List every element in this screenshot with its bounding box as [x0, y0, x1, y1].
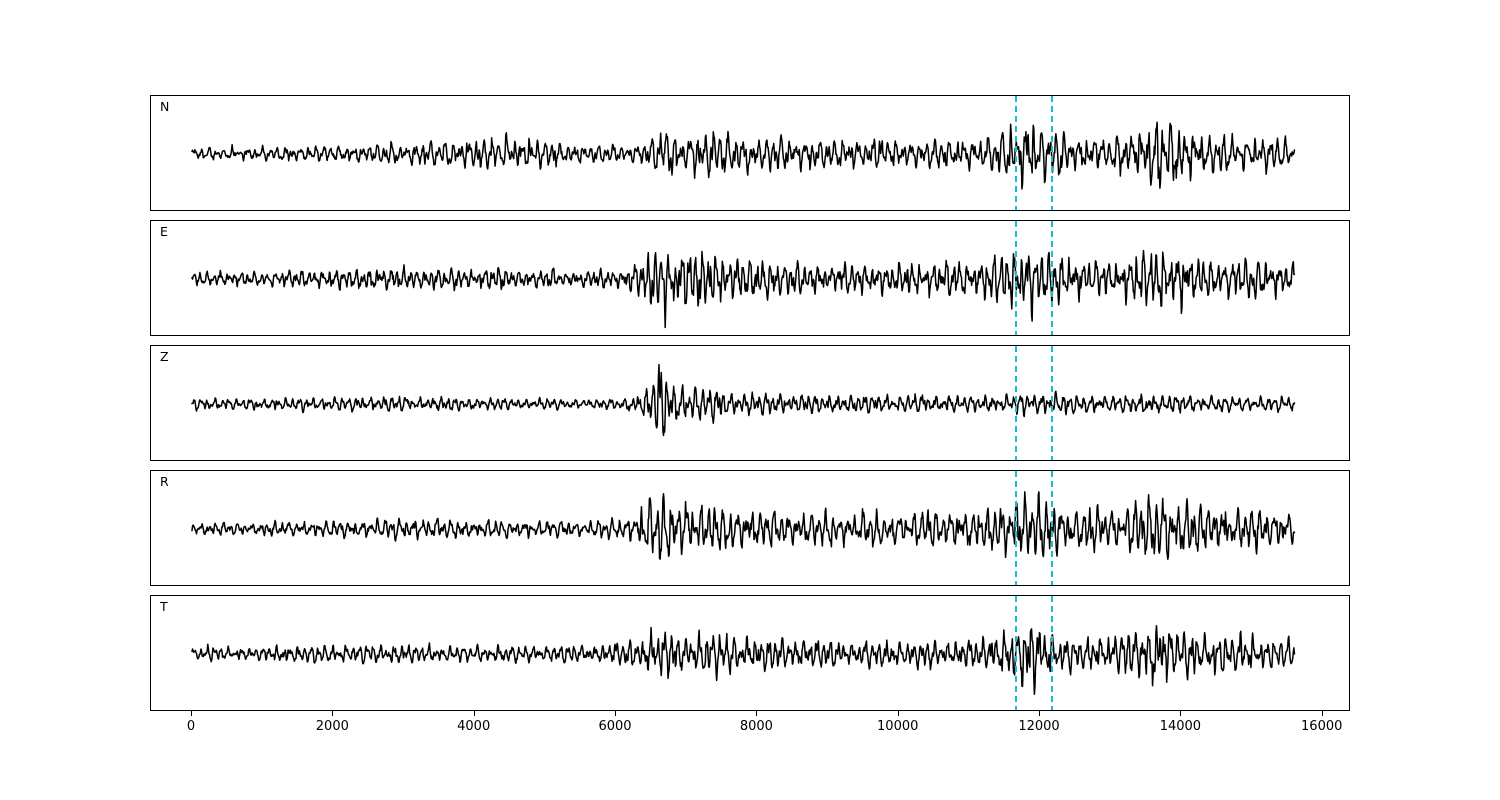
- x-tick-label-0: 0: [186, 719, 196, 734]
- panel-label-r: R: [160, 474, 169, 489]
- pick-p-line: [1014, 221, 1017, 335]
- pick-p-line: [1014, 596, 1017, 710]
- waveform-panel-r: R: [150, 470, 1350, 586]
- waveform-panel-t: T: [150, 595, 1350, 711]
- x-tick-label-4000: 4000: [457, 719, 491, 734]
- waveform-trace-n: [191, 121, 1296, 190]
- waveform-trace-t: [191, 624, 1296, 695]
- x-tick-label-14000: 14000: [1159, 719, 1202, 734]
- panel-label-e: E: [160, 224, 168, 239]
- x-tick-label-16000: 16000: [1301, 719, 1343, 734]
- panel-label-z: Z: [160, 349, 169, 364]
- pick-p-line: [1014, 96, 1017, 210]
- pick-s-line: [1050, 471, 1053, 585]
- x-tick-label-8000: 8000: [739, 719, 773, 734]
- x-tick-2000: [332, 711, 334, 716]
- pick-p-line: [1014, 346, 1017, 460]
- waveform-panel-n: N: [150, 95, 1350, 211]
- waveform-trace-r: [191, 491, 1296, 560]
- x-tick-8000: [756, 711, 758, 716]
- waveform-trace-e: [191, 249, 1296, 329]
- x-tick-label-12000: 12000: [1018, 719, 1060, 734]
- x-tick-6000: [615, 711, 617, 716]
- pick-s-line: [1050, 346, 1053, 460]
- x-tick-4000: [473, 711, 475, 716]
- pick-s-line: [1050, 221, 1053, 335]
- waveform-panel-z: Z: [150, 345, 1350, 461]
- x-tick-14000: [1180, 711, 1182, 716]
- waveform-panel-e: E: [150, 220, 1350, 336]
- x-axis: 0 2000 4000 6000 8000 10000 12000 14000 16000: [150, 711, 1350, 771]
- x-tick-10000: [897, 711, 899, 716]
- pick-s-line: [1050, 96, 1053, 210]
- pick-p-line: [1014, 471, 1017, 585]
- waveform-panel-stack: N E Z R T: [150, 95, 1350, 711]
- pick-s-line: [1050, 596, 1053, 710]
- x-tick-label-10000: 10000: [877, 719, 919, 734]
- x-tick-label-2000: 2000: [315, 719, 349, 734]
- x-tick-12000: [1039, 711, 1041, 716]
- waveform-trace-z: [191, 363, 1296, 437]
- x-tick-16000: [1321, 711, 1323, 716]
- x-tick-0: [190, 711, 192, 716]
- panel-label-n: N: [160, 99, 170, 114]
- panel-label-t: T: [160, 599, 168, 614]
- x-tick-label-6000: 6000: [598, 719, 632, 734]
